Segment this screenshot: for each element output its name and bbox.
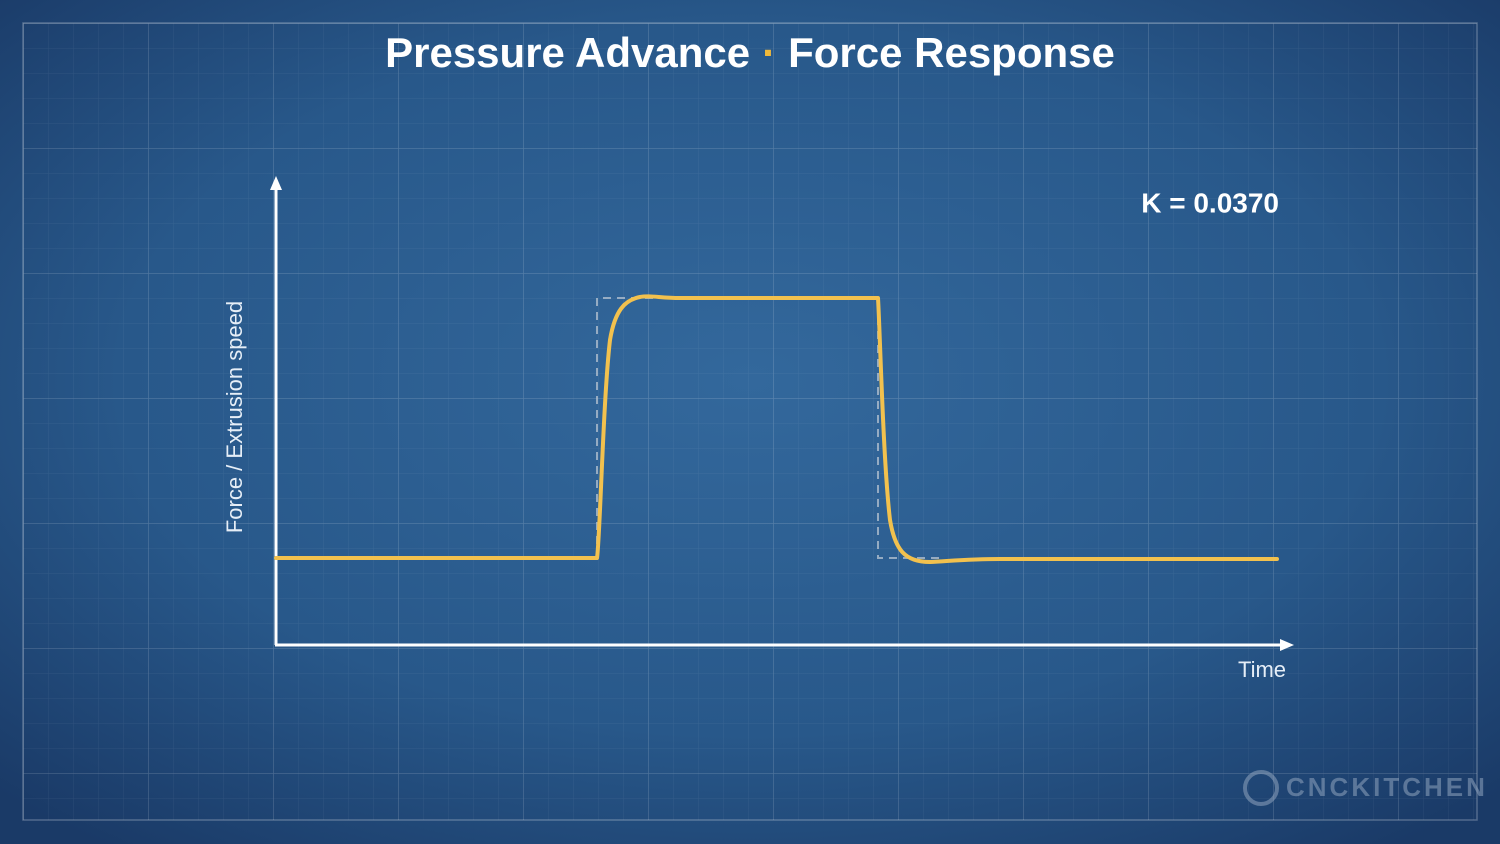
title: Pressure Advance · Force Response	[385, 29, 1115, 76]
watermark: CNCKITCHEN	[1286, 772, 1488, 802]
x-axis-label: Time	[1238, 657, 1286, 682]
y-axis-arrow	[270, 176, 282, 190]
frame	[22, 22, 1478, 821]
k-annotation: K = 0.0370	[1141, 187, 1279, 218]
x-axis-arrow	[1280, 639, 1294, 651]
grid-major	[23, 23, 1477, 820]
title-separator: ·	[762, 29, 776, 76]
y-axis-label: Force / Extrusion speed	[222, 301, 247, 533]
watermark-logo	[1243, 770, 1279, 806]
response-curve	[274, 294, 1279, 564]
title-left: Pressure Advance	[385, 29, 750, 76]
ideal-step	[596, 297, 940, 559]
title-right: Force Response	[788, 29, 1115, 76]
